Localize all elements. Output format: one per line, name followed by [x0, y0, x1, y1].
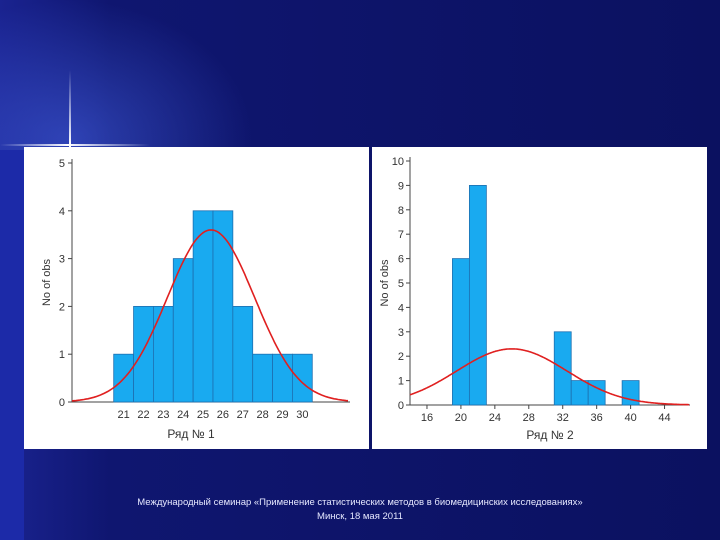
footer-line-1: Международный семинар «Применение статис… [137, 497, 583, 508]
x-tick-label-2: 32 [557, 412, 569, 424]
histogram-bar-2 [570, 380, 589, 406]
histogram-bar-1 [172, 258, 194, 403]
x-axis-label-1: Ряд № 1 [167, 427, 215, 441]
histogram-bar-1 [133, 305, 154, 403]
x-tick-label-1: 27 [237, 409, 249, 421]
y-tick-label-2: 3 [398, 327, 404, 339]
histogram-bar-1 [153, 305, 174, 403]
histogram-bar-1 [232, 305, 254, 403]
slide-footer: Международный семинар «Применение статис… [0, 496, 720, 524]
x-tick-label-2: 24 [489, 412, 501, 424]
x-tick-label-1: 23 [157, 409, 169, 421]
y-tick-label-1: 0 [59, 397, 65, 409]
x-tick-label-2: 44 [658, 412, 670, 424]
sparkle-horizontal [0, 144, 150, 146]
x-tick-label-1: 26 [217, 409, 229, 421]
x-tick-label-1: 21 [118, 409, 130, 421]
y-tick-label-1: 5 [59, 158, 65, 170]
histogram-bar-1 [272, 353, 293, 403]
normal-curve-2 [409, 348, 690, 406]
x-tick-label-1: 24 [177, 409, 189, 421]
y-axis-label-1: No of obs [41, 258, 53, 306]
histogram-bar-1 [212, 210, 234, 403]
histogram-panel-1: 0 1 2 3 4 5 21 22 23 24 25 26 27 28 29 30 Ряд № 1 No of o… [24, 147, 369, 449]
x-tick-label-2: 40 [624, 412, 636, 424]
x-tick-label-1: 22 [137, 409, 149, 421]
y-tick-label-2: 2 [398, 351, 404, 363]
y-tick-label-1: 3 [59, 254, 65, 266]
histogram-bar-2 [452, 258, 470, 406]
x-tick-label-2: 16 [421, 412, 433, 424]
y-tick-label-2: 5 [398, 278, 404, 290]
y-tick-label-2: 8 [398, 205, 404, 217]
x-tick-label-1: 29 [276, 409, 288, 421]
y-tick-label-2: 7 [398, 229, 404, 241]
x-tick-label-2: 28 [523, 412, 535, 424]
histogram-bar-1 [292, 353, 313, 403]
histogram-panel-2: 0 1 2 3 4 5 6 7 8 9 10 16 20 24 28 32 36 40 44 Ряд № 2 No of… [372, 147, 707, 449]
y-tick-label-1: 2 [59, 301, 65, 313]
y-tick-label-1: 4 [59, 206, 65, 218]
x-tick-label-1: 30 [296, 409, 308, 421]
x-tick-label-1: 28 [257, 409, 269, 421]
x-tick-label-2: 36 [591, 412, 603, 424]
footer-line-2: Минск, 18 мая 2011 [317, 511, 403, 522]
histogram-bar-1 [252, 353, 273, 403]
histogram-bar-2 [468, 185, 487, 406]
normal-curve-1 [71, 229, 349, 402]
x-tick-label-2: 20 [455, 412, 467, 424]
y-tick-label-2: 1 [398, 376, 404, 388]
y-tick-label-2: 0 [398, 400, 404, 412]
y-tick-label-2: 10 [392, 156, 404, 168]
histogram-chart-2: 0 1 2 3 4 5 6 7 8 9 10 16 20 24 28 32 36 40 44 Ряд № 2 No of… [379, 156, 690, 442]
y-tick-label-2: 9 [398, 180, 404, 192]
y-axis-label-2: No of obs [379, 259, 391, 307]
y-tick-label-2: 4 [398, 302, 404, 314]
y-tick-label-1: 1 [59, 349, 65, 361]
x-axis-label-2: Ряд № 2 [526, 428, 574, 442]
y-tick-label-2: 6 [398, 254, 404, 266]
slide-left-strip [0, 150, 24, 540]
x-tick-label-1: 25 [197, 409, 209, 421]
